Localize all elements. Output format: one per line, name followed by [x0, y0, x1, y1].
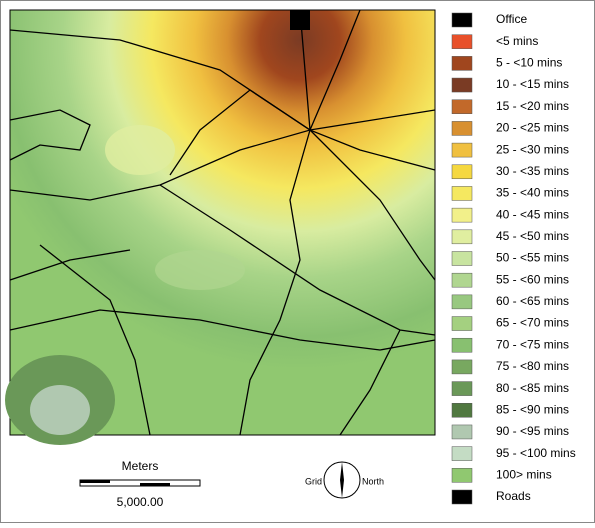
legend-label: 65 - <70 mins — [496, 316, 569, 330]
legend-swatch — [451, 56, 473, 71]
legend-swatch — [451, 294, 473, 310]
scale-bar: Meters 5,000.00 — [79, 459, 201, 509]
legend-label: 75 - <80 mins — [496, 359, 569, 373]
legend-label: 30 - <35 mins — [496, 164, 569, 178]
legend-swatch — [451, 164, 473, 180]
legend-label: <5 mins — [496, 34, 538, 48]
legend-swatch — [451, 316, 473, 331]
legend-swatch — [451, 272, 473, 288]
legend-swatch — [451, 337, 473, 353]
legend-swatch — [451, 489, 473, 505]
north-right: North — [362, 476, 384, 486]
legend-label: 45 - <50 mins — [496, 229, 569, 243]
map — [5, 9, 436, 445]
scale-distance: 5,000.00 — [117, 495, 164, 509]
legend-swatch — [451, 359, 473, 375]
legend-swatch — [451, 186, 473, 201]
legend-swatch — [451, 77, 473, 93]
legend-swatch — [451, 121, 473, 136]
legend-swatch — [451, 34, 473, 49]
scale-title: Meters — [122, 459, 159, 473]
north-arrow: Grid North — [305, 461, 384, 499]
legend-swatch — [451, 229, 473, 245]
legend-label: 20 - <25 mins — [496, 121, 569, 135]
legend-swatch — [451, 381, 473, 396]
legend-label: Roads — [496, 489, 531, 503]
legend-label: 85 - <90 mins — [496, 402, 569, 416]
legend-label: 40 - <45 mins — [496, 207, 569, 221]
north-left: Grid — [305, 476, 322, 486]
legend-label: 95 - <100 mins — [496, 446, 576, 460]
legend-swatch — [451, 251, 473, 266]
legend-label: 100> mins — [496, 467, 552, 481]
legend: Office <5 mins 5 - <10 mins 10 - <15 mins 15… — [451, 12, 576, 505]
legend-label: 80 - <85 mins — [496, 381, 569, 395]
legend-label: 15 - <20 mins — [496, 99, 569, 113]
legend-label: 60 - <65 mins — [496, 294, 569, 308]
legend-label: 70 - <75 mins — [496, 337, 569, 351]
legend-label: 50 - <55 mins — [496, 251, 569, 265]
legend-swatch — [451, 99, 473, 114]
legend-swatch — [451, 12, 473, 28]
legend-label: 90 - <95 mins — [496, 424, 569, 438]
legend-swatch — [451, 142, 473, 158]
legend-label: Office — [496, 12, 527, 26]
legend-label: 55 - <60 mins — [496, 272, 569, 286]
legend-swatch — [451, 446, 473, 461]
legend-swatch — [451, 207, 473, 223]
legend-label: 5 - <10 mins — [496, 56, 562, 70]
legend-swatch — [451, 403, 473, 418]
legend-label: 35 - <40 mins — [496, 186, 569, 200]
legend-label: 10 - <15 mins — [496, 77, 569, 91]
legend-swatch — [451, 468, 473, 483]
legend-swatch — [451, 424, 473, 440]
legend-label: 25 - <30 mins — [496, 142, 569, 156]
